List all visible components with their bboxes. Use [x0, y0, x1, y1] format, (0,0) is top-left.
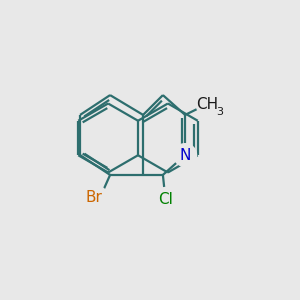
Text: CH: CH [196, 97, 219, 112]
Circle shape [80, 184, 107, 211]
Text: Br: Br [85, 190, 102, 205]
Circle shape [174, 144, 196, 166]
Text: 3: 3 [216, 107, 223, 117]
Text: N: N [179, 148, 191, 163]
Circle shape [196, 93, 219, 116]
Circle shape [154, 188, 178, 212]
Text: Cl: Cl [158, 192, 173, 207]
